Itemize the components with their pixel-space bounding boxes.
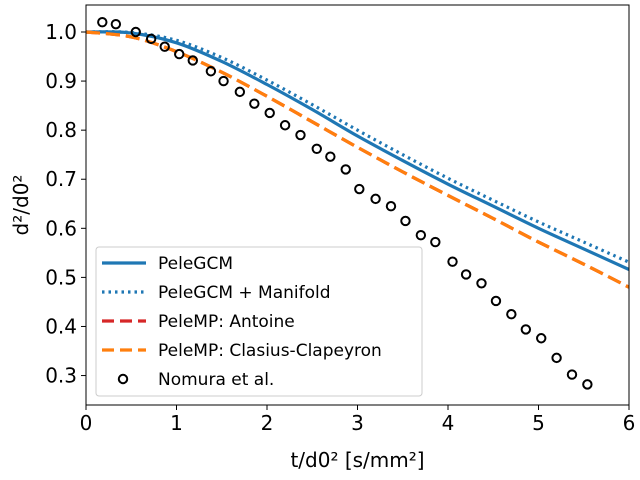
data-point-marker [566,369,578,380]
series-line-1 [86,30,629,271]
data-point-marker [582,379,593,390]
data-point-marker [145,33,157,45]
data-point-marker [354,183,365,195]
legend-label: PeleMP: Clasius-Clapeyron [158,341,382,361]
data-point-marker [325,151,336,162]
data-point-marker [311,143,322,155]
data-point-marker [415,229,427,241]
series-layer [86,16,629,390]
ticks-layer: 0 1 2 3 4 5 6 0.3 0.4 0.5 0.6 0.7 0.8 0.9 1.0 [45,20,635,435]
data-point-marker [340,164,351,175]
x-tick-label: 1 [170,411,183,435]
x-tick-label: 4 [442,411,455,435]
data-point-marker [97,16,108,28]
data-point-marker [159,41,170,52]
data-point-marker [551,352,562,364]
legend-item: PeleGCM + Manifold [102,283,331,303]
data-point-marker [110,18,122,30]
legend-item: PeleMP: Clasius-Clapeyron [102,341,382,361]
data-point-marker [370,193,381,205]
y-tick-label: 0.9 [45,69,77,93]
data-point-marker [279,120,291,131]
x-tick-label: 6 [623,411,636,435]
y-tick-label: 0.7 [45,167,77,191]
legend-label: PeleGCM + Manifold [158,283,331,303]
data-point-marker [130,26,141,38]
x-tick-label: 2 [261,411,274,435]
legend-item: PeleMP: Antoine [102,312,295,332]
legend-marker [117,373,129,385]
y-tick-label: 0.8 [45,118,77,142]
data-point-marker [476,278,487,289]
x-axis-label: t/d0² [s/mm²] [290,448,424,472]
data-point-marker [249,98,260,109]
legend-item: Nomura et al. [117,370,274,390]
x-tick-label: 5 [532,411,545,435]
y-tick-label: 0.3 [45,364,77,388]
data-point-marker [295,129,306,141]
legend: PeleGCM PeleGCM + Manifold PeleMP: Antoine… [95,246,423,397]
x-tick-label: 3 [351,411,364,435]
legend-label: PeleMP: Antoine [158,312,295,332]
y-tick-label: 0.6 [45,216,77,240]
data-point-marker [234,86,246,98]
data-point-marker [447,256,458,267]
y-axis-label: d²/d0² [9,175,33,236]
data-point-marker [460,269,472,280]
data-point-marker [187,55,198,66]
y-tick-label: 0.5 [45,265,77,289]
legend-label: PeleGCM [158,254,233,274]
y-tick-label: 0.4 [45,314,77,338]
legend-box [95,246,423,397]
legend-item: PeleGCM [102,254,233,274]
series-nomura-markers [97,16,593,390]
data-point-marker [400,215,411,227]
data-point-marker [385,201,397,212]
series-line-2 [86,30,629,264]
data-point-marker [174,48,185,60]
data-point-marker [430,236,441,248]
data-point-marker [264,107,275,119]
data-point-marker [205,66,217,77]
data-point-marker [520,324,532,335]
y-tick-label: 1.0 [45,20,77,44]
x-tick-label: 0 [80,411,93,435]
data-point-marker [506,309,517,320]
legend-label: Nomura et al. [158,370,274,390]
data-point-marker [218,75,229,87]
data-point-marker [490,295,502,307]
data-point-marker [536,333,547,344]
